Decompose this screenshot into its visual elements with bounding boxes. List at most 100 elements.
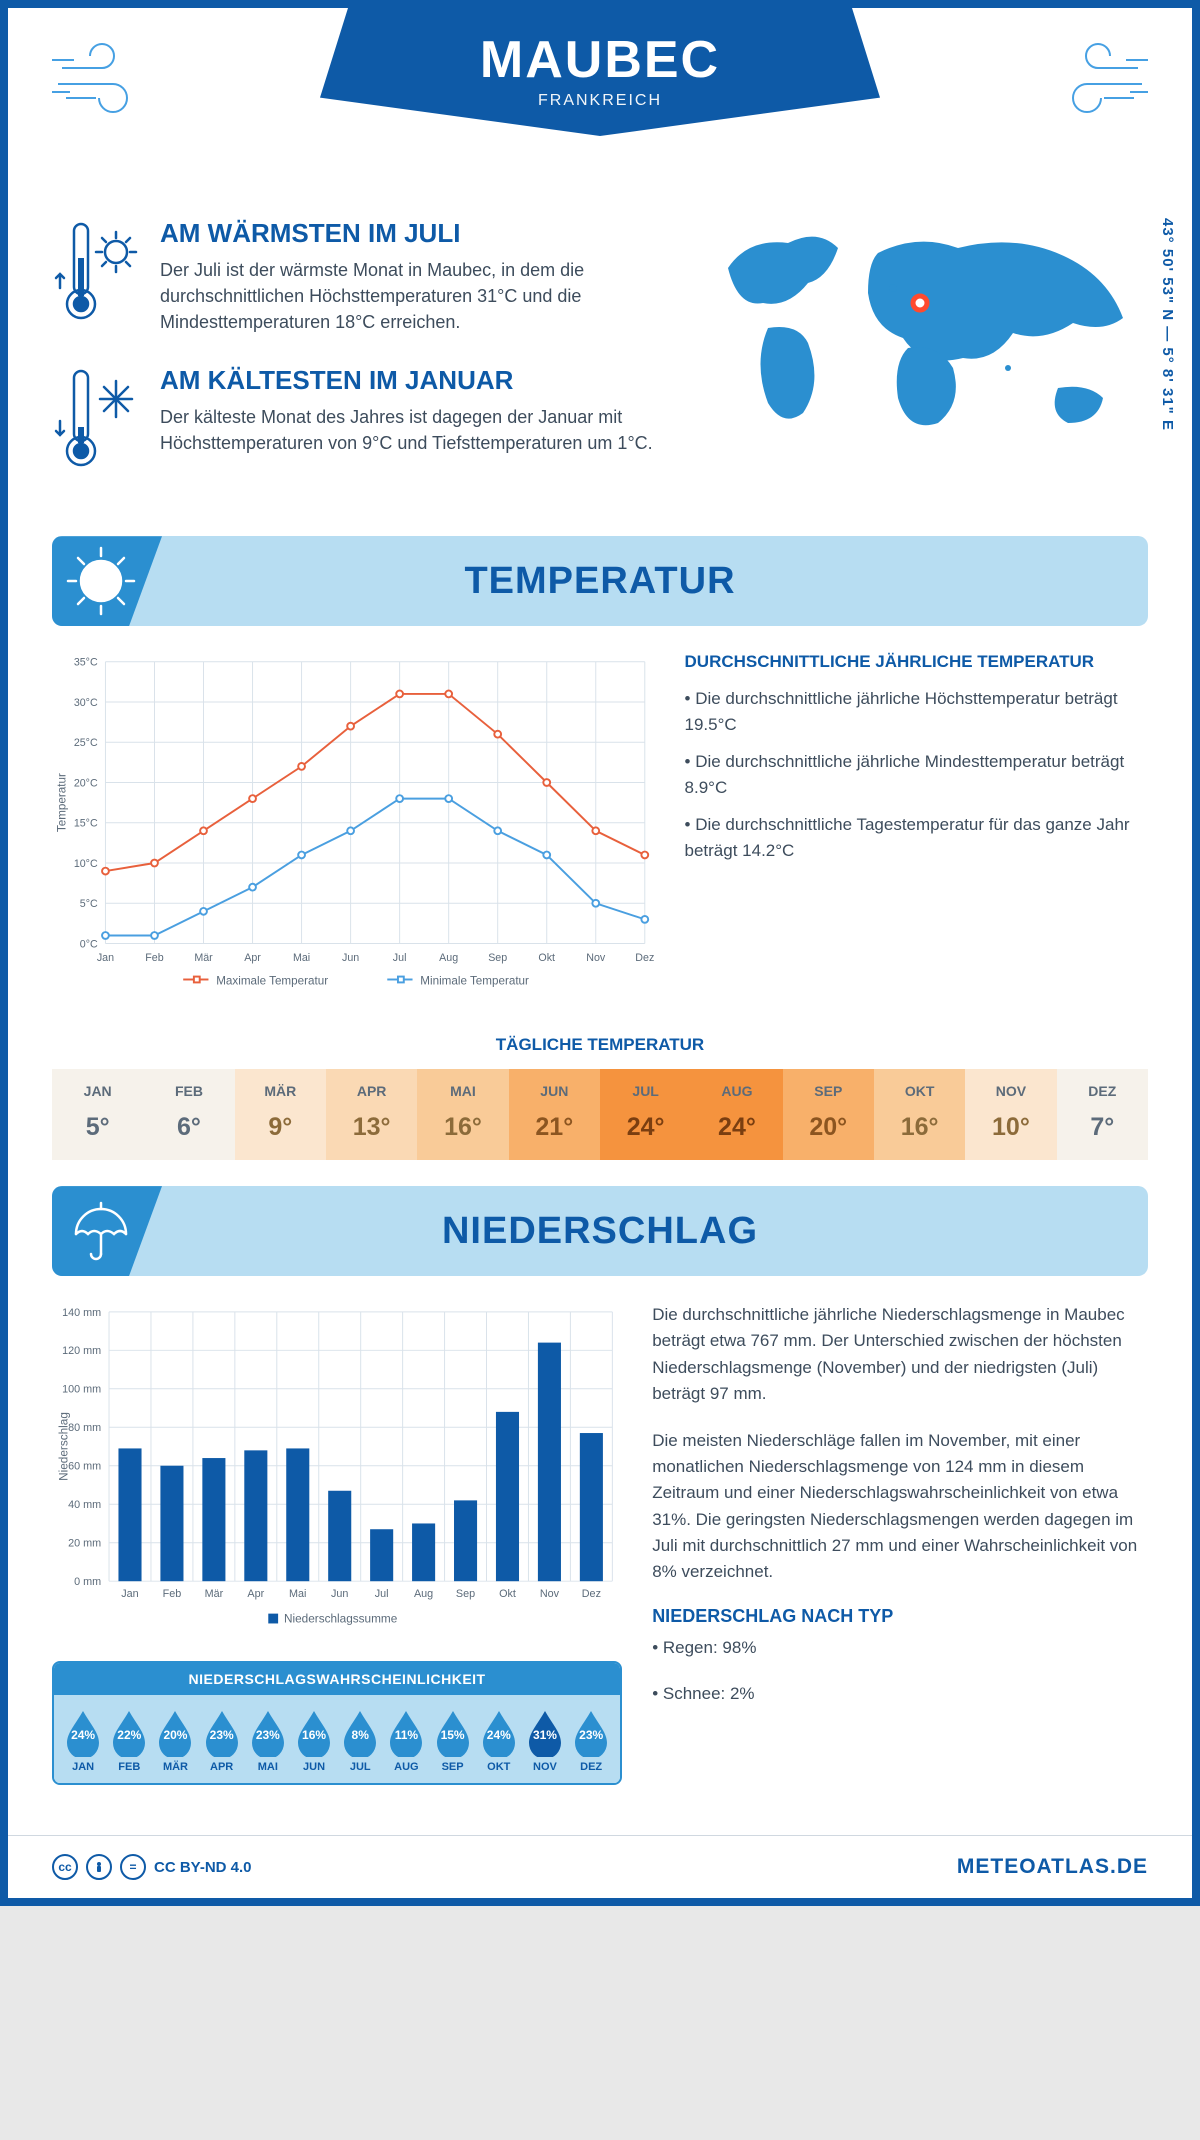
prob-pct: 31% xyxy=(533,1728,557,1742)
svg-text:Aug: Aug xyxy=(414,1588,433,1600)
daily-temp-cell: JUL24° xyxy=(600,1069,691,1160)
daily-temp-cell: APR13° xyxy=(326,1069,417,1160)
svg-text:25°C: 25°C xyxy=(74,737,98,749)
svg-text:Sep: Sep xyxy=(488,952,507,964)
svg-text:Okt: Okt xyxy=(538,952,555,964)
wind-icon xyxy=(1038,38,1148,123)
prob-pct: 24% xyxy=(487,1728,511,1742)
daily-value: 16° xyxy=(417,1113,508,1142)
svg-text:5°C: 5°C xyxy=(80,898,98,910)
precip-probability-box: NIEDERSCHLAGSWAHRSCHEINLICHKEIT 24%JAN22… xyxy=(52,1661,622,1785)
raindrop-icon: 23% xyxy=(571,1709,611,1757)
daily-temp-cell: SEP20° xyxy=(783,1069,874,1160)
daily-value: 16° xyxy=(874,1113,965,1142)
svg-text:Nov: Nov xyxy=(540,1588,560,1600)
svg-text:Mär: Mär xyxy=(205,1588,224,1600)
prob-pct: 16% xyxy=(302,1728,326,1742)
prob-drop-cell: 16%JUN xyxy=(291,1709,337,1773)
cc-icon: cc xyxy=(52,1854,78,1880)
svg-text:Temperatur: Temperatur xyxy=(56,773,69,832)
top-row: AM WÄRMSTEN IM JULI Der Juli ist der wär… xyxy=(52,218,1148,510)
world-map-svg xyxy=(708,218,1148,448)
daily-month: DEZ xyxy=(1057,1083,1148,1099)
footer: cc = CC BY-ND 4.0 METEOATLAS.DE xyxy=(8,1835,1192,1898)
temp-bullet-3: • Die durchschnittliche Tagestemperatur … xyxy=(685,812,1148,863)
infographic-page: MAUBEC FRANKREICH AM WÄRMSTE xyxy=(0,0,1200,1906)
svg-text:140 mm: 140 mm xyxy=(62,1307,101,1319)
raindrop-icon: 23% xyxy=(202,1709,242,1757)
daily-value: 7° xyxy=(1057,1113,1148,1142)
raindrop-icon: 22% xyxy=(109,1709,149,1757)
prob-month: AUG xyxy=(383,1761,429,1773)
temperature-line-chart: 0°C5°C10°C15°C20°C25°C30°C35°CJanFebMärA… xyxy=(52,652,655,1007)
daily-month: FEB xyxy=(143,1083,234,1099)
daily-month: JAN xyxy=(52,1083,143,1099)
daily-temp-cell: JUN21° xyxy=(509,1069,600,1160)
svg-text:Jan: Jan xyxy=(121,1588,138,1600)
daily-month: OKT xyxy=(874,1083,965,1099)
prob-month: OKT xyxy=(476,1761,522,1773)
prob-drop-cell: 24% OKT xyxy=(476,1709,522,1773)
raindrop-icon: 11% xyxy=(386,1709,426,1757)
raindrop-icon: 23% xyxy=(248,1709,288,1757)
svg-text:20°C: 20°C xyxy=(74,778,98,790)
svg-text:Jun: Jun xyxy=(342,952,359,964)
prob-pct: 20% xyxy=(163,1728,187,1742)
prob-pct: 24% xyxy=(71,1728,95,1742)
svg-text:Feb: Feb xyxy=(145,952,163,964)
raindrop-icon: 24% xyxy=(479,1709,519,1757)
svg-text:Minimale Temperatur: Minimale Temperatur xyxy=(420,975,529,988)
daily-temp-cell: FEB6° xyxy=(143,1069,234,1160)
coordinates: 43° 50' 53" N — 5° 8' 31" E xyxy=(1159,218,1176,431)
precip-bar-chart: 0 mm20 mm40 mm60 mm80 mm100 mm120 mm140 … xyxy=(52,1302,622,1641)
prob-drop-cell: 23% APR xyxy=(199,1709,245,1773)
precip-p1: Die durchschnittliche jährliche Niedersc… xyxy=(652,1302,1148,1407)
precip-type-1: • Regen: 98% xyxy=(652,1635,1148,1661)
daily-month: APR xyxy=(326,1083,417,1099)
daily-temp-cell: MAI 16° xyxy=(417,1069,508,1160)
svg-text:40 mm: 40 mm xyxy=(68,1499,101,1511)
prob-drop-cell: 22%FEB xyxy=(106,1709,152,1773)
daily-temp-heading: TÄGLICHE TEMPERATUR xyxy=(52,1035,1148,1055)
location-marker-icon xyxy=(913,296,927,310)
prob-drop-cell: 24%JAN xyxy=(60,1709,106,1773)
svg-text:Mär: Mär xyxy=(194,952,213,964)
title-banner: MAUBEC FRANKREICH xyxy=(320,8,880,136)
svg-text:15°C: 15°C xyxy=(74,818,98,830)
svg-text:Niederschlagssumme: Niederschlagssumme xyxy=(284,1613,398,1626)
fact-cold-title: AM KÄLTESTEN IM JANUAR xyxy=(160,365,678,396)
daily-month: SEP xyxy=(783,1083,874,1099)
prob-month: MÄR xyxy=(152,1761,198,1773)
svg-text:Jan: Jan xyxy=(97,952,114,964)
site-name: METEOATLAS.DE xyxy=(957,1855,1148,1879)
svg-text:Aug: Aug xyxy=(439,952,458,964)
prob-pct: 22% xyxy=(117,1728,141,1742)
svg-text:Apr: Apr xyxy=(247,1588,264,1600)
prob-pct: 23% xyxy=(210,1728,234,1742)
svg-text:Jun: Jun xyxy=(331,1588,348,1600)
prob-drop-cell: 31%NOV xyxy=(522,1709,568,1773)
prob-drop-cell: 23%DEZ xyxy=(568,1709,614,1773)
prob-drop-cell: 20% MÄR xyxy=(152,1709,198,1773)
svg-text:Sep: Sep xyxy=(456,1588,475,1600)
svg-text:Okt: Okt xyxy=(499,1588,516,1600)
prob-month: MAI xyxy=(245,1761,291,1773)
section-bar-temperature: TEMPERATUR xyxy=(52,536,1148,626)
page-title: MAUBEC xyxy=(320,30,880,90)
svg-text:Niederschlag: Niederschlag xyxy=(58,1412,71,1481)
precip-type-2: • Schnee: 2% xyxy=(652,1681,1148,1707)
daily-month: MAI xyxy=(417,1083,508,1099)
daily-temp-strip: JAN5°FEB6°MÄR9°APR13°MAI16°JUN21°JUL24°A… xyxy=(52,1069,1148,1160)
fact-coldest: AM KÄLTESTEN IM JANUAR Der kälteste Mona… xyxy=(52,365,678,480)
prob-month: APR xyxy=(199,1761,245,1773)
header: MAUBEC FRANKREICH xyxy=(8,8,1192,208)
raindrop-icon: 20% xyxy=(155,1709,195,1757)
fact-warmest: AM WÄRMSTEN IM JULI Der Juli ist der wär… xyxy=(52,218,678,335)
daily-temp-cell: AUG24° xyxy=(691,1069,782,1160)
prob-pct: 23% xyxy=(579,1728,603,1742)
daily-value: 21° xyxy=(509,1113,600,1142)
daily-temp-cell: DEZ 7° xyxy=(1057,1069,1148,1160)
precip-p2: Die meisten Niederschläge fallen im Nove… xyxy=(652,1428,1148,1586)
raindrop-icon: 31% xyxy=(525,1709,565,1757)
svg-text:30°C: 30°C xyxy=(74,697,98,709)
